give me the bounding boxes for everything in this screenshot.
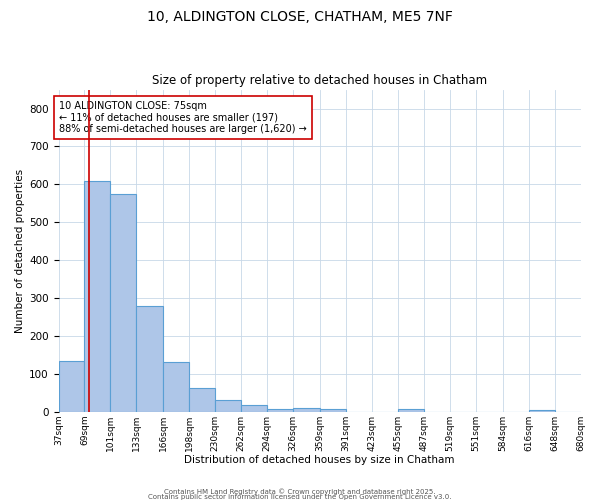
Bar — [136, 306, 163, 412]
Bar — [529, 410, 554, 412]
Text: Contains HM Land Registry data © Crown copyright and database right 2025.: Contains HM Land Registry data © Crown c… — [164, 488, 436, 495]
Bar — [267, 408, 293, 412]
Bar — [293, 408, 320, 412]
Bar — [215, 400, 241, 411]
Bar — [85, 180, 110, 412]
Bar — [59, 360, 85, 412]
Text: 10, ALDINGTON CLOSE, CHATHAM, ME5 7NF: 10, ALDINGTON CLOSE, CHATHAM, ME5 7NF — [147, 10, 453, 24]
X-axis label: Distribution of detached houses by size in Chatham: Distribution of detached houses by size … — [184, 455, 455, 465]
Bar — [163, 362, 189, 412]
Title: Size of property relative to detached houses in Chatham: Size of property relative to detached ho… — [152, 74, 487, 87]
Text: 10 ALDINGTON CLOSE: 75sqm
← 11% of detached houses are smaller (197)
88% of semi: 10 ALDINGTON CLOSE: 75sqm ← 11% of detac… — [59, 101, 307, 134]
Bar — [320, 409, 346, 412]
Bar — [398, 409, 424, 412]
Text: Contains public sector information licensed under the Open Government Licence v3: Contains public sector information licen… — [148, 494, 452, 500]
Bar — [110, 194, 136, 412]
Bar — [189, 388, 215, 411]
Bar — [241, 405, 267, 411]
Y-axis label: Number of detached properties: Number of detached properties — [15, 168, 25, 332]
